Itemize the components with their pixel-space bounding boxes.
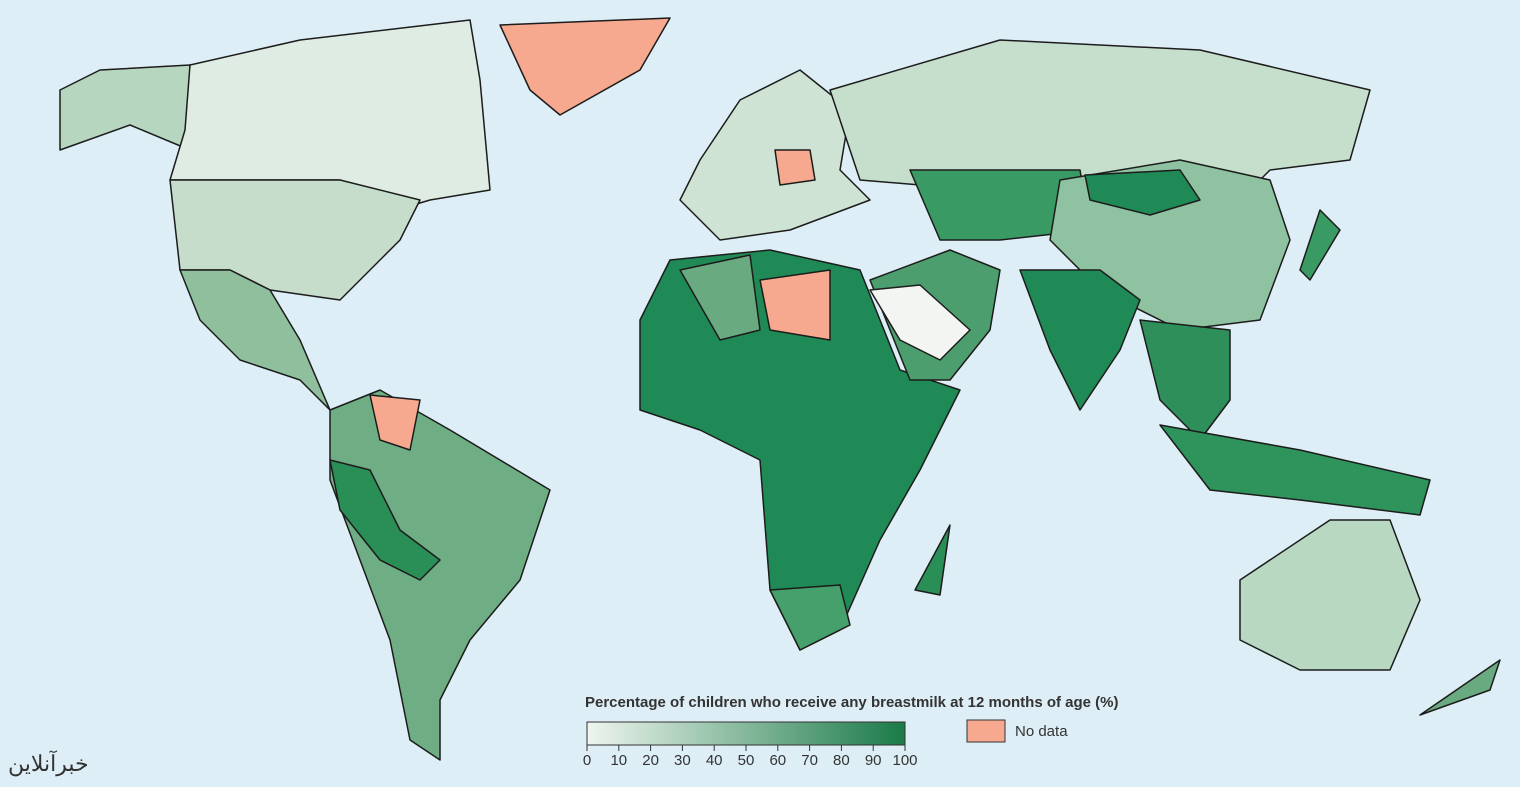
colorbar	[586, 721, 906, 746]
colorbar-ticks: 0 10 20 30 40 50 60 70 80 90 100	[583, 745, 918, 769]
no-data-swatch	[966, 719, 1006, 743]
tick-label: 80	[833, 752, 850, 769]
legend-title: Percentage of children who receive any b…	[585, 694, 1119, 711]
no-data-label: No data	[1015, 723, 1068, 740]
tick-label: 20	[642, 752, 659, 769]
tick-label: 40	[706, 752, 723, 769]
watermark: خبرآنلاین	[8, 750, 89, 777]
land	[59, 17, 1501, 761]
tick-label: 30	[674, 752, 691, 769]
tick-label: 100	[892, 752, 917, 769]
tick-label: 60	[769, 752, 786, 769]
tick-label: 10	[610, 752, 627, 769]
tick-label: 0	[583, 752, 591, 769]
tick-label: 90	[865, 752, 882, 769]
tick-label: 50	[738, 752, 755, 769]
tick-label: 70	[801, 752, 818, 769]
